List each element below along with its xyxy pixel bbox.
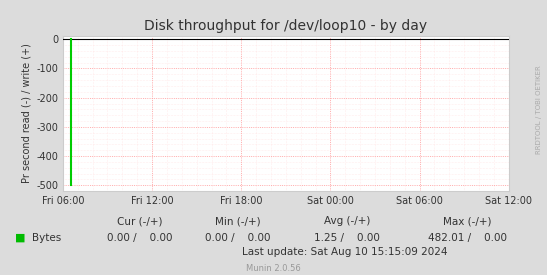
Text: 0.00 /    0.00: 0.00 / 0.00 <box>107 233 172 243</box>
Text: ■: ■ <box>15 233 25 243</box>
Text: Min (-/+): Min (-/+) <box>215 216 261 226</box>
Text: 1.25 /    0.00: 1.25 / 0.00 <box>315 233 380 243</box>
Text: Bytes: Bytes <box>32 233 61 243</box>
Text: 0.00 /    0.00: 0.00 / 0.00 <box>205 233 271 243</box>
Text: Cur (-/+): Cur (-/+) <box>117 216 162 226</box>
Text: RRDTOOL / TOBI OETIKER: RRDTOOL / TOBI OETIKER <box>536 66 542 154</box>
Text: 482.01 /    0.00: 482.01 / 0.00 <box>428 233 507 243</box>
Text: Max (-/+): Max (-/+) <box>444 216 492 226</box>
Y-axis label: Pr second read (-) / write (+): Pr second read (-) / write (+) <box>22 43 32 183</box>
Text: Avg (-/+): Avg (-/+) <box>324 216 370 226</box>
Text: Munin 2.0.56: Munin 2.0.56 <box>246 265 301 273</box>
Text: Last update: Sat Aug 10 15:15:09 2024: Last update: Sat Aug 10 15:15:09 2024 <box>242 248 447 257</box>
Title: Disk throughput for /dev/loop10 - by day: Disk throughput for /dev/loop10 - by day <box>144 19 427 33</box>
